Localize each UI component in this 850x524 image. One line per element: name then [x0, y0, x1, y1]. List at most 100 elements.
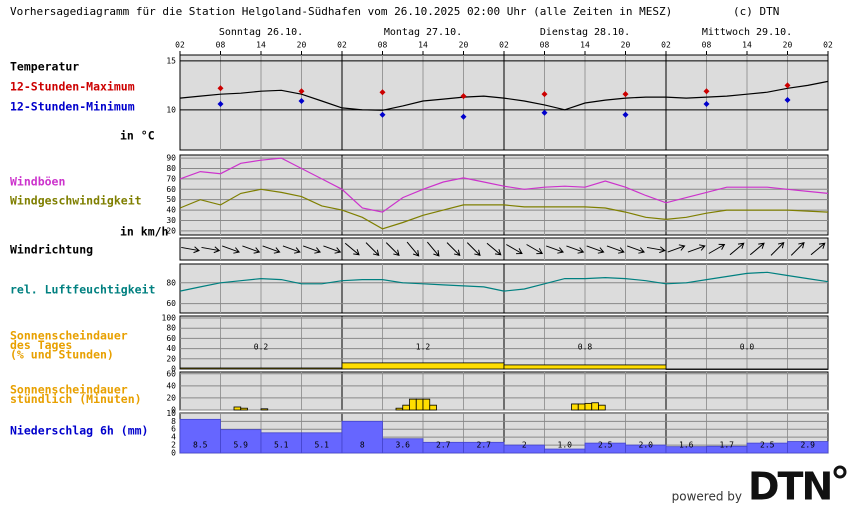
value-label: 1.0 — [558, 441, 573, 450]
y-tick-label: 10 — [166, 105, 176, 114]
bar — [503, 364, 667, 370]
y-tick-label: 8 — [171, 417, 176, 426]
series-line — [179, 188, 829, 230]
wind-arrow — [242, 245, 261, 254]
wind-arrow — [749, 242, 765, 256]
wind-arrow — [466, 242, 481, 257]
hours-label: 0.0 — [740, 343, 755, 352]
y-tick-label: 70 — [166, 174, 176, 183]
wind-arrow — [646, 246, 666, 254]
time-tick-label: 02 — [823, 41, 833, 50]
panel-label: 12-Stunden-Minimum — [10, 100, 135, 114]
y-tick-label: 60 — [166, 299, 176, 308]
bar — [415, 398, 424, 411]
time-tick-label: 14 — [580, 41, 590, 50]
time-tick-label: 08 — [378, 41, 388, 50]
panel-label: in °C — [120, 129, 155, 143]
y-tick-label: 20 — [166, 226, 176, 235]
panel-label: Sonnenscheindauer — [10, 383, 128, 397]
y-tick-label: 80 — [166, 324, 176, 333]
logo: DTN — [748, 465, 831, 509]
wind-arrow — [770, 241, 785, 256]
wind-arrow — [586, 245, 605, 254]
marker — [541, 109, 548, 116]
y-tick-label: 60 — [166, 334, 176, 343]
series-line — [179, 157, 829, 213]
y-tick-label: 4 — [171, 433, 176, 442]
time-tick-label: 02 — [661, 41, 671, 50]
bar — [598, 404, 606, 411]
bar — [179, 418, 221, 454]
value-label: 5.9 — [234, 441, 249, 450]
panel-label: rel. Luftfeuchtigkeit — [10, 283, 155, 297]
marker — [217, 100, 224, 107]
wind-arrow — [566, 245, 585, 254]
wind-arrow — [526, 244, 544, 255]
y-tick-label: 30 — [166, 216, 176, 225]
bar — [341, 420, 383, 454]
y-tick-label: 80 — [166, 278, 176, 287]
panel-label: Windgeschwindigkeit — [10, 194, 142, 208]
marker — [460, 93, 467, 100]
value-label: 1.6 — [679, 441, 694, 450]
panel-label: Windrichtung — [10, 243, 93, 257]
day-label: Montag 27.10. — [384, 27, 462, 38]
marker — [784, 82, 791, 89]
y-tick-label: 20 — [166, 393, 176, 402]
bar — [577, 403, 586, 411]
y-tick-label: 40 — [166, 381, 176, 390]
y-tick-label: 90 — [166, 154, 176, 163]
marker — [298, 98, 305, 105]
y-tick-label: 40 — [166, 206, 176, 215]
panel-label: Niederschlag 6h (mm) — [10, 424, 148, 438]
panel-label: Temperatur — [10, 60, 79, 74]
y-tick-label: 0 — [171, 449, 176, 458]
bar — [341, 362, 505, 370]
y-tick-label: 60 — [166, 185, 176, 194]
value-label: 3.6 — [396, 441, 411, 450]
panel-label: 12-Stunden-Maximum — [10, 80, 135, 94]
panel-label: Sonnenscheindauer — [10, 329, 128, 343]
marker — [541, 91, 548, 98]
value-label: 2.5 — [760, 441, 775, 450]
y-tick-label: 20 — [166, 354, 176, 363]
panel-label: stündlich (Minuten) — [10, 392, 142, 406]
wind-arrow — [506, 244, 523, 255]
y-tick-label: 6 — [171, 425, 176, 434]
marker — [784, 97, 791, 104]
y-tick-label: 80 — [166, 164, 176, 173]
bar — [402, 404, 410, 411]
marker — [703, 100, 710, 107]
y-tick-label: 10 — [166, 409, 176, 418]
value-label: 5.1 — [315, 441, 330, 450]
wind-arrow — [406, 241, 420, 257]
time-tick-label: 02 — [337, 41, 347, 50]
value-label: 2.5 — [598, 441, 613, 450]
bar — [409, 398, 417, 411]
bar — [260, 408, 269, 411]
time-tick-label: 02 — [499, 41, 509, 50]
wind-arrow — [606, 245, 625, 254]
value-label: 8.5 — [193, 441, 208, 450]
wind-arrow — [729, 242, 745, 256]
marker — [622, 111, 629, 118]
wind-arrow — [810, 242, 826, 256]
y-tick-label: 100 — [162, 314, 177, 323]
value-label: 2.9 — [801, 441, 816, 450]
time-tick-label: 08 — [216, 41, 226, 50]
wind-arrow — [201, 246, 221, 254]
time-tick-label: 02 — [175, 41, 185, 50]
panel-label: Windböen — [10, 175, 65, 189]
bar — [179, 367, 343, 370]
panel-label: des Tages — [10, 338, 72, 352]
bar — [233, 406, 242, 411]
marker — [298, 88, 305, 95]
time-tick-label: 20 — [621, 41, 631, 50]
panel-label: in km/h — [120, 225, 169, 239]
bar — [395, 407, 404, 411]
series-line — [179, 271, 829, 292]
bar — [787, 441, 829, 454]
wind-arrow — [545, 245, 564, 254]
y-tick-label: 60 — [166, 369, 176, 378]
